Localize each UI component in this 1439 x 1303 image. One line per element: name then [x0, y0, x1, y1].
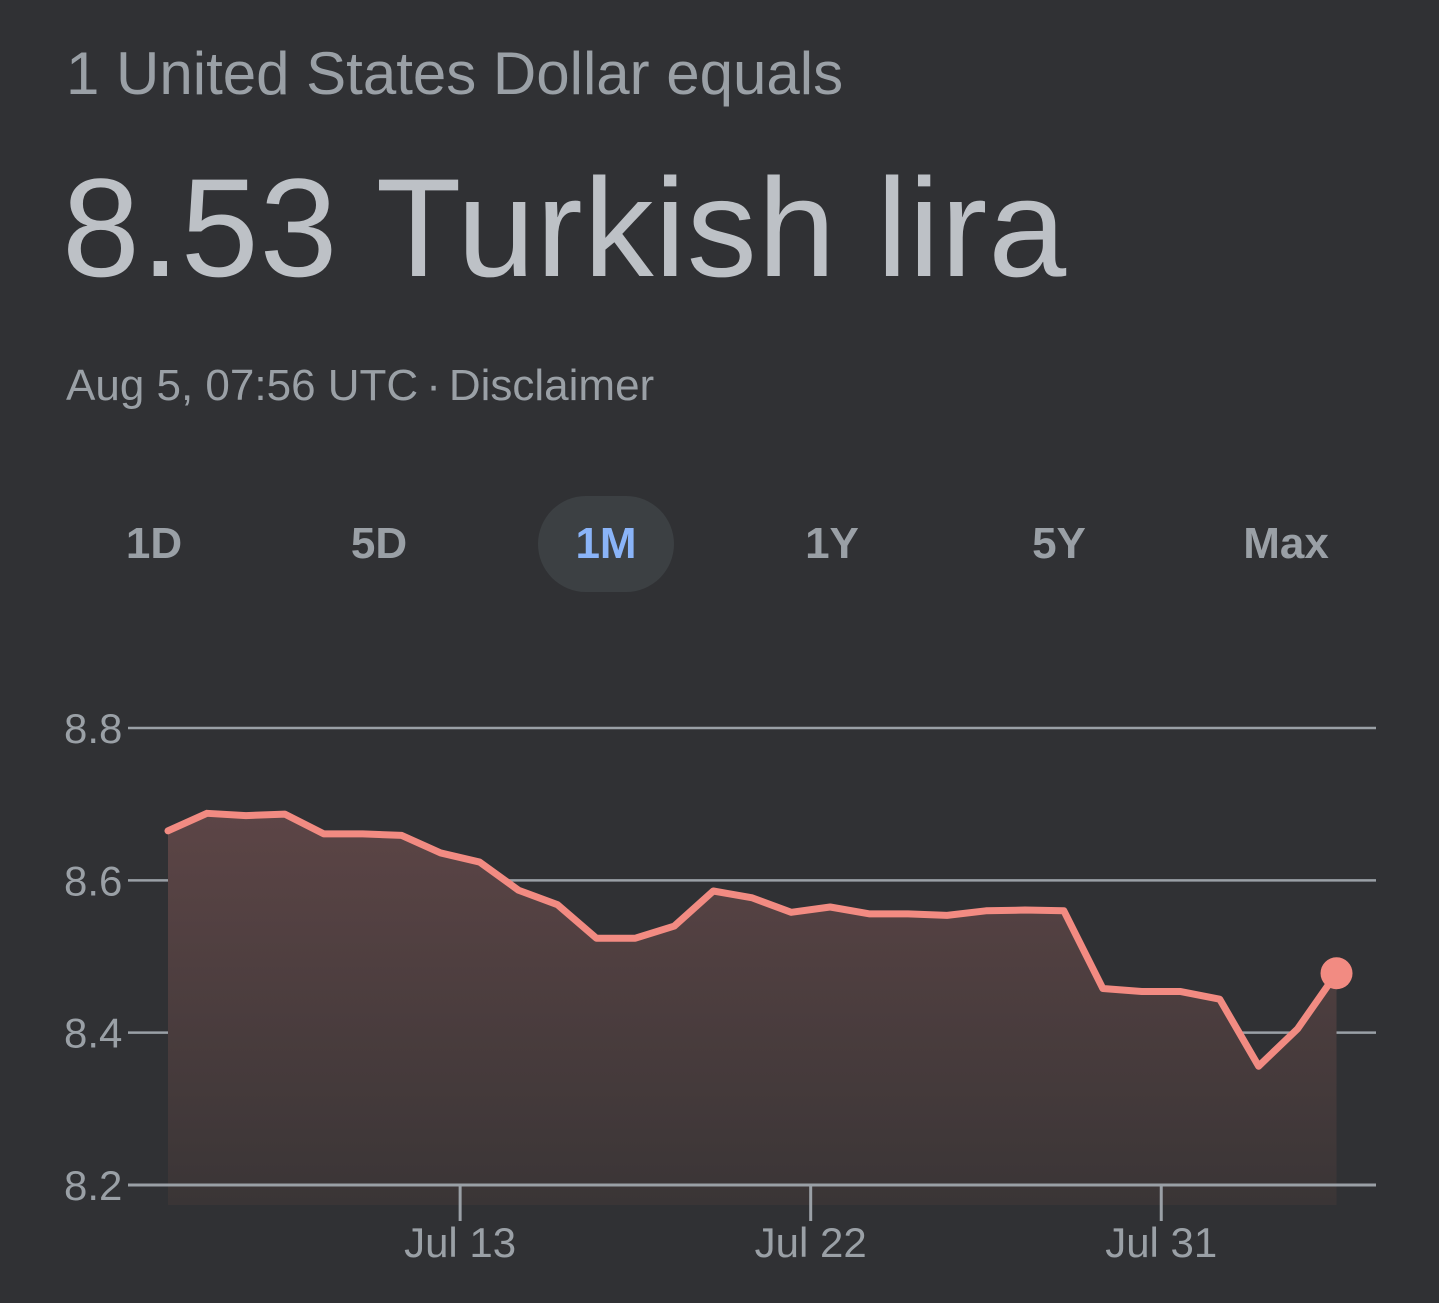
exchange-rate-chart[interactable]: 8.8 8.6 8.4 8.2 Jul 13 Jul 22 Jul 31	[0, 640, 1439, 1303]
disclaimer-link[interactable]: Disclaimer	[448, 361, 655, 410]
x-tick-label: Jul 22	[755, 1219, 867, 1266]
tab-1m[interactable]: 1M	[538, 496, 674, 592]
axis-layer: Jul 13 Jul 22 Jul 31	[128, 1183, 1376, 1266]
tab-1d[interactable]: 1D	[125, 519, 183, 568]
tab-max: Max	[1243, 519, 1329, 568]
tab-1y[interactable]: 1Y	[805, 519, 859, 568]
area-layer	[168, 813, 1337, 1205]
line-layer	[164, 809, 1353, 1070]
separator: ·	[426, 361, 441, 410]
y-tick-label: 8.6	[64, 857, 122, 904]
timestamp: Aug 5, 07:56 UTC	[66, 361, 419, 410]
base-currency-label: 1 United States Dollar equals	[66, 40, 844, 107]
current-point-marker	[1320, 957, 1353, 990]
x-tick-label: Jul 31	[1105, 1219, 1217, 1266]
range-tabs: 1D 5D 1M 1Y 5Y Max	[40, 496, 1400, 594]
y-tick-label: 8.4	[64, 1010, 122, 1057]
y-tick-label: 8.8	[64, 705, 122, 752]
series-line	[164, 809, 1341, 1070]
converted-value: 8.53 Turkish lira	[62, 149, 1068, 306]
area-fill	[168, 813, 1337, 1205]
x-tick-label: Jul 13	[404, 1219, 516, 1266]
tab-5d[interactable]: 5D	[350, 519, 408, 568]
timestamp-line: Aug 5, 07:56 UTC · Disclaimer	[66, 364, 654, 408]
tab-5y[interactable]: 5Y	[1032, 519, 1086, 568]
y-tick-label: 8.2	[64, 1162, 122, 1209]
